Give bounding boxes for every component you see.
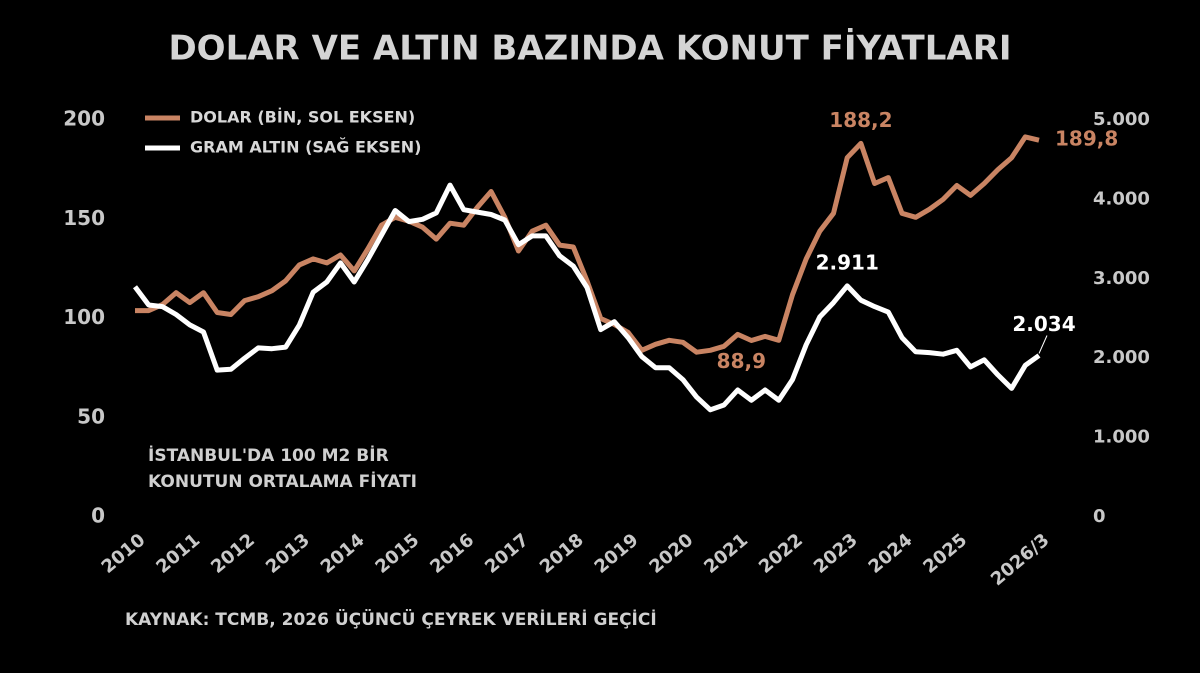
x-tick-label: 2023 bbox=[810, 530, 862, 578]
y-tick-label: 200 bbox=[63, 107, 105, 131]
x-tick-label: 2018 bbox=[536, 530, 588, 578]
x-tick-label: 2012 bbox=[207, 530, 259, 578]
x-tick-label: 2024 bbox=[865, 530, 917, 578]
value-label: 2.034 bbox=[1012, 312, 1075, 336]
y2-tick-label: 4.000 bbox=[1093, 188, 1150, 209]
x-tick-label: 2014 bbox=[317, 530, 369, 578]
annotation: KONUTUN ORTALAMA FİYATI bbox=[148, 470, 417, 492]
annotation: İSTANBUL'DA 100 M2 BİR bbox=[148, 444, 389, 466]
series-line bbox=[135, 134, 1040, 355]
y2-tick-label: 0 bbox=[1093, 506, 1106, 527]
legend-label: DOLAR (BİN, SOL EKSEN) bbox=[190, 108, 415, 127]
source: KAYNAK: TCMB, 2026 ÜÇÜNCÜ ÇEYREK VERİLER… bbox=[125, 608, 657, 630]
value-label: 188,2 bbox=[829, 108, 892, 132]
y2-tick-label: 2.000 bbox=[1093, 347, 1150, 368]
x-tick-label: 2010 bbox=[98, 530, 150, 578]
x-tick-label: 2019 bbox=[591, 530, 643, 578]
value-label: 88,9 bbox=[717, 349, 766, 373]
x-tick-label: 2013 bbox=[262, 530, 314, 578]
legend-label: GRAM ALTIN (SAĞ EKSEN) bbox=[190, 138, 422, 157]
y2-tick-label: 5.000 bbox=[1093, 109, 1150, 130]
x-tick-label: 2015 bbox=[371, 530, 423, 578]
x-tick-label: 2011 bbox=[152, 530, 204, 578]
x-tick-label: 2021 bbox=[700, 530, 752, 578]
x-tick-label: 2022 bbox=[755, 530, 807, 578]
series-line bbox=[132, 182, 1041, 413]
x-tick-label: 2020 bbox=[645, 530, 697, 578]
y2-tick-label: 1.000 bbox=[1093, 427, 1150, 448]
value-label: 189,8 bbox=[1055, 127, 1118, 151]
y2-tick-label: 3.000 bbox=[1093, 268, 1150, 289]
chart-title: DOLAR VE ALTIN BAZINDA KONUT FİYATLARI bbox=[168, 28, 1011, 69]
x-tick-label: 2025 bbox=[919, 530, 971, 578]
leader-line bbox=[1038, 335, 1048, 354]
x-tick-label: 2016 bbox=[426, 530, 478, 578]
value-label: 2.911 bbox=[816, 250, 879, 274]
y-tick-label: 100 bbox=[63, 305, 105, 329]
x-tick-label: 2017 bbox=[481, 530, 533, 578]
x-tick-label: 2026/3 bbox=[987, 530, 1054, 591]
y-tick-label: 150 bbox=[63, 206, 105, 230]
y-tick-label: 0 bbox=[91, 504, 105, 528]
y-tick-label: 50 bbox=[77, 404, 105, 428]
